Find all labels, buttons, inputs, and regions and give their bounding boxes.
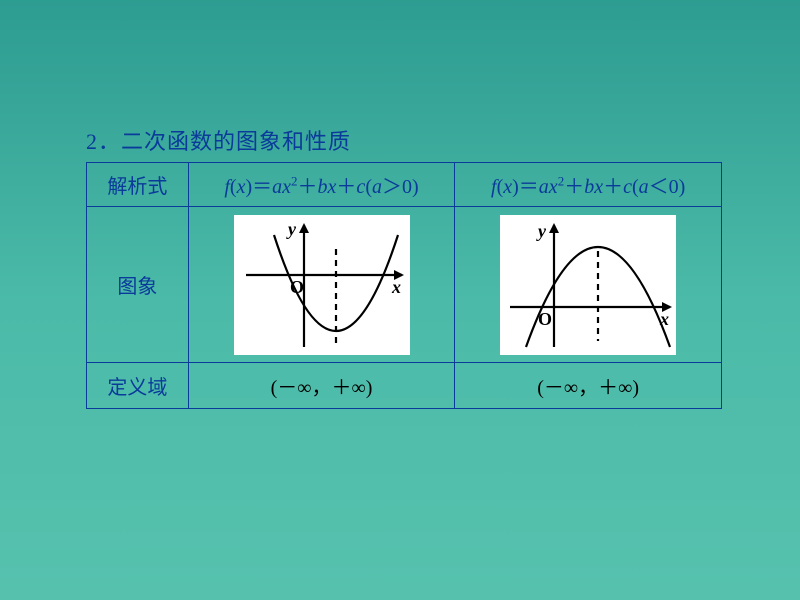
domain-cell-1: (－∞，＋∞)	[455, 363, 722, 409]
svg-text:y: y	[286, 219, 297, 239]
graph-cell-1: Ox y	[455, 207, 722, 363]
header-domain: 定义域	[87, 363, 189, 409]
svg-text:y: y	[536, 221, 547, 241]
table-row: 图象 Ox y Ox y	[87, 207, 722, 363]
svg-text:O: O	[538, 309, 552, 329]
svg-text:x: x	[659, 309, 669, 329]
parabola-up-graph: Ox y	[234, 215, 410, 355]
domain-text: (－∞，＋∞)	[537, 377, 639, 399]
svg-text:O: O	[290, 277, 304, 297]
graph-cell-0: Ox y	[188, 207, 455, 363]
parabola-down-graph: Ox y	[500, 215, 676, 355]
table-row: 定义域 (－∞，＋∞) (－∞，＋∞)	[87, 363, 722, 409]
properties-table: 解析式 f(x)＝ax2＋bx＋c(a＞0) f(x)＝ax2＋bx＋c(a＜0…	[86, 162, 722, 409]
domain-text: (－∞，＋∞)	[271, 377, 373, 399]
formula-cell-0: f(x)＝ax2＋bx＋c(a＞0)	[188, 163, 455, 207]
table-row: 解析式 f(x)＝ax2＋bx＋c(a＞0) f(x)＝ax2＋bx＋c(a＜0…	[87, 163, 722, 207]
formula-cell-1: f(x)＝ax2＋bx＋c(a＜0)	[455, 163, 722, 207]
domain-cell-0: (－∞，＋∞)	[188, 363, 455, 409]
header-graph: 图象	[87, 207, 189, 363]
section-title: 2．二次函数的图象和性质	[86, 124, 351, 156]
header-formula: 解析式	[87, 163, 189, 207]
svg-text:x: x	[391, 277, 401, 297]
